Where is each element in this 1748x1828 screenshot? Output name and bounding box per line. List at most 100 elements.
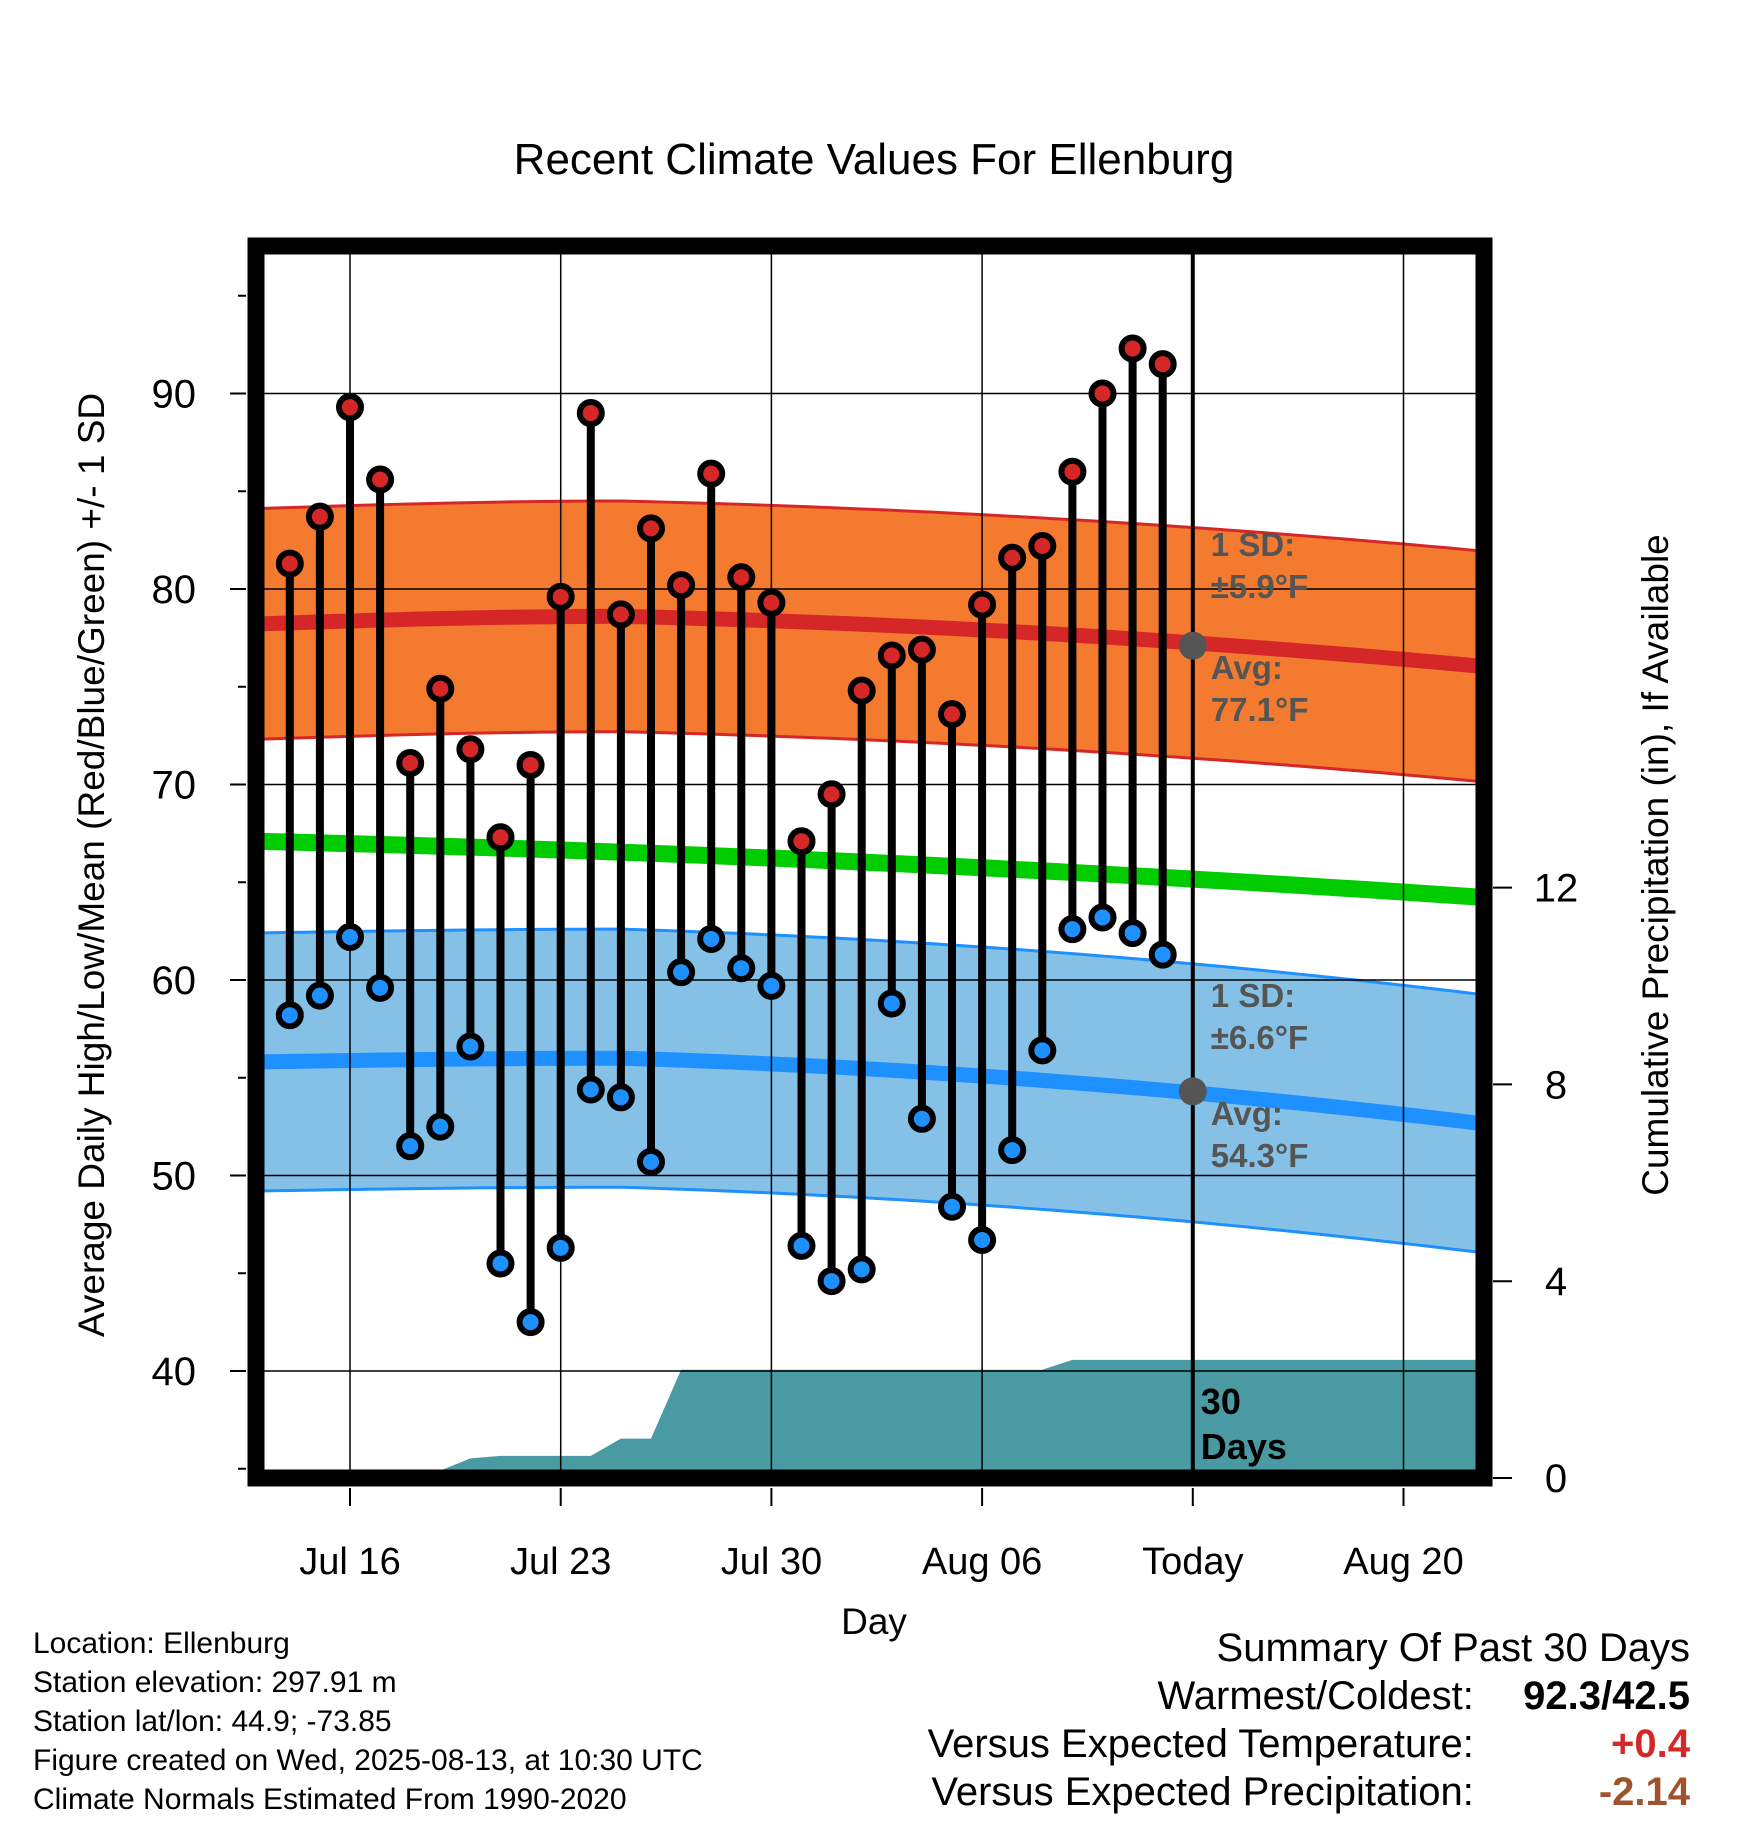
high-normal-line — [250, 608, 1492, 675]
x-tick-label: Jul 30 — [721, 1541, 822, 1583]
plot-area: 1 SD: ±5.9°F Avg: 77.1°F 1 SD: ±6.6°F Avg: 54.3… — [152, 237, 1579, 1583]
y2-tick-label: 8 — [1545, 1063, 1567, 1107]
y2-tick-label: 0 — [1545, 1457, 1567, 1501]
daily-high-point — [576, 399, 605, 428]
daily-low-point — [606, 1083, 635, 1112]
window-label-line1: 30 — [1201, 1381, 1241, 1422]
daily-high-point — [1028, 531, 1057, 560]
y-tick-label: 90 — [152, 373, 197, 417]
daily-high-point — [305, 502, 334, 531]
y-tick-label: 70 — [152, 764, 197, 808]
daily-low-point — [275, 1001, 304, 1030]
station-info: Location: Ellenburg Station elevation: 2… — [33, 1624, 703, 1819]
y2-tick-label: 12 — [1534, 867, 1579, 911]
daily-high-point — [667, 571, 696, 600]
daily-low-point — [546, 1233, 575, 1262]
daily-high-point — [938, 700, 966, 729]
y-tick-label: 50 — [152, 1155, 197, 1199]
daily-high-point — [787, 827, 816, 856]
plot-frame — [247, 237, 1493, 1487]
daily-high-point — [426, 674, 455, 703]
high-sd-value: ±5.9°F — [1211, 568, 1308, 605]
summary-title: Summary Of Past 30 Days — [1216, 1626, 1690, 1670]
temp-departure-value: +0.4 — [1611, 1722, 1690, 1766]
daily-high-point — [817, 780, 846, 809]
daily-low-point — [456, 1032, 485, 1061]
low-avg-label: Avg: — [1211, 1095, 1283, 1132]
chart-title: Recent Climate Values For Ellenburg — [514, 135, 1235, 184]
daily-low-point — [907, 1104, 936, 1133]
daily-low-point — [1088, 903, 1117, 932]
normals-text: Climate Normals Estimated From 1990-2020 — [33, 1783, 627, 1816]
y2-axis-label: Cumulative Precipitation (in), If Availa… — [1635, 534, 1676, 1196]
daily-low-point — [486, 1249, 515, 1278]
x-tick-label: Aug 20 — [1343, 1541, 1463, 1583]
daily-high-point — [606, 600, 635, 629]
daily-low-point — [305, 981, 334, 1010]
daily-low-point — [667, 958, 696, 987]
daily-high-point — [998, 543, 1027, 572]
daily-high-point — [546, 582, 575, 611]
daily-high-point — [1148, 350, 1177, 379]
location-text: Location: Ellenburg — [33, 1627, 290, 1660]
created-text: Figure created on Wed, 2025-08-13, at 10… — [33, 1744, 703, 1777]
daily-low-point — [1058, 915, 1087, 944]
daily-high-point — [456, 735, 485, 764]
daily-high-point — [486, 823, 515, 852]
daily-high-point — [877, 641, 906, 670]
low-normal-band-upper — [250, 927, 1491, 998]
low-normal-line — [250, 1050, 1492, 1133]
daily-low-point — [757, 971, 786, 1000]
precip-area — [250, 1359, 1491, 1478]
daily-high-point — [847, 676, 876, 705]
mean-normal-line — [250, 832, 1492, 907]
daily-low-point — [817, 1267, 846, 1296]
x-axis-label: Day — [841, 1601, 907, 1642]
daily-low-point — [576, 1075, 605, 1104]
low-sd-value: ±6.6°F — [1211, 1019, 1308, 1056]
window-label-line2: Days — [1201, 1426, 1287, 1467]
daily-high-point — [697, 459, 726, 488]
high-normal-band-lower — [250, 730, 1491, 785]
daily-low-point — [396, 1132, 425, 1161]
y2-tick-label: 4 — [1545, 1260, 1567, 1304]
warm-cold-value: 92.3/42.5 — [1523, 1674, 1690, 1718]
daily-high-point — [366, 465, 395, 494]
x-tick-label: Jul 16 — [299, 1541, 400, 1583]
today-low-avg-point — [1178, 1077, 1207, 1106]
high-sd-label: 1 SD: — [1211, 526, 1295, 563]
low-avg-value: 54.3°F — [1211, 1137, 1309, 1174]
precip-departure-value: -2.14 — [1598, 1770, 1690, 1814]
y-tick-label: 40 — [152, 1350, 197, 1394]
daily-low-point — [727, 954, 756, 983]
y-axis-label: Average Daily High/Low/Mean (Red/Blue/Gr… — [71, 393, 112, 1337]
daily-low-point — [968, 1226, 997, 1255]
daily-low-point — [877, 989, 906, 1018]
daily-low-point — [697, 924, 726, 953]
daily-low-point — [787, 1231, 816, 1260]
daily-high-point — [968, 590, 997, 619]
daily-low-point — [637, 1147, 665, 1176]
daily-low-point — [516, 1308, 545, 1337]
daily-high-point — [727, 563, 756, 592]
precip-departure-label: Versus Expected Precipitation: — [931, 1770, 1474, 1814]
daily-low-point — [366, 973, 395, 1002]
daily-low-point — [1148, 940, 1177, 969]
daily-low-point — [847, 1255, 876, 1284]
daily-low-point — [426, 1112, 455, 1141]
daily-high-point — [907, 635, 936, 664]
daily-low-point — [336, 922, 364, 951]
temp-departure-label: Versus Expected Temperature: — [927, 1722, 1474, 1766]
daily-high-point — [336, 393, 364, 422]
y-tick-label: 80 — [152, 568, 197, 612]
daily-high-point — [275, 549, 304, 578]
daily-high-point — [516, 750, 545, 779]
warm-cold-label: Warmest/Coldest: — [1157, 1674, 1474, 1718]
x-tick-label: Jul 23 — [510, 1541, 611, 1583]
x-tick-label: Today — [1142, 1541, 1243, 1583]
daily-low-point — [998, 1136, 1027, 1165]
today-high-avg-point — [1178, 631, 1207, 660]
latlon-text: Station lat/lon: 44.9; -73.85 — [33, 1705, 392, 1738]
daily-high-point — [1058, 457, 1087, 486]
